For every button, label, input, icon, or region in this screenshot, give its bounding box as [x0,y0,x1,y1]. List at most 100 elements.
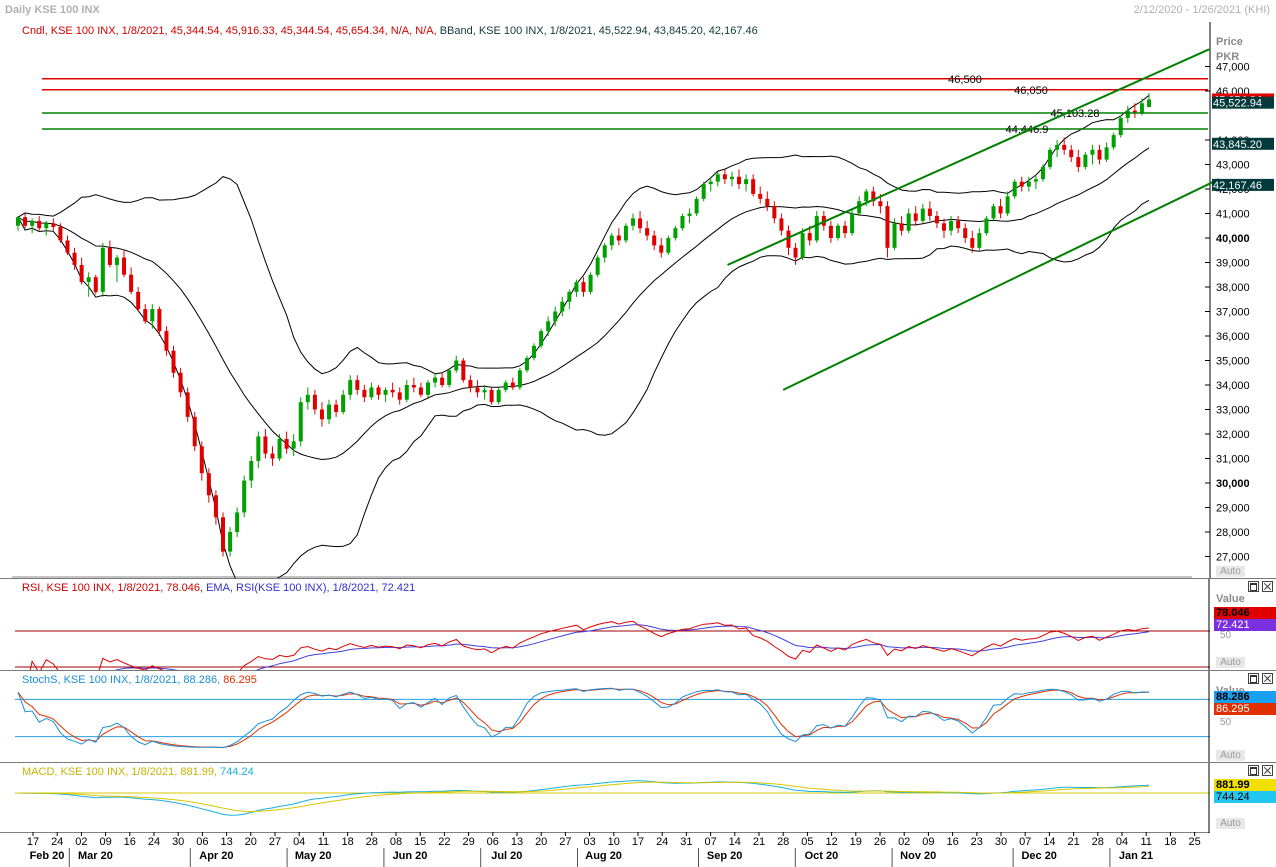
x-tick-label: 29 [462,836,474,848]
x-tick-label: 10 [608,836,620,848]
macd-close-button[interactable] [1262,765,1273,776]
rsi-auto-button[interactable]: Auto [1216,657,1245,668]
x-tick-label: 09 [922,836,934,848]
x-month-label: Jul 20 [491,850,522,862]
candle [517,367,522,390]
x-tick-label: 03 [583,836,595,848]
candle [560,296,565,317]
x-tick-label: 21 [753,836,765,848]
candle [906,208,911,234]
candle [355,375,360,395]
x-tick-label: 09 [99,836,111,848]
stoch-auto-button[interactable]: Auto [1216,750,1245,761]
candle [581,277,586,297]
candle [383,387,388,403]
candle [694,196,699,216]
price-tick-label: 38,000 [1216,282,1250,294]
candle [277,434,282,461]
candle [1040,164,1045,182]
candle [687,208,692,224]
price-chart: 27,000 28,000 29,000 30,000 31,000 32,000 33,0… [12,22,1274,578]
macd-value-tag: 881.99 [1214,779,1276,791]
stoch-maximize-button[interactable] [1248,673,1259,684]
candle [524,355,529,373]
price-tick-label: 28,000 [1216,527,1250,539]
candle [461,358,466,383]
x-tick-label: 26 [874,836,886,848]
stoch-d-legend: 86.295 [223,674,257,686]
candle [150,304,155,329]
candle [885,201,890,258]
bband-lower-line [17,199,1150,578]
candle [659,238,664,258]
macd-legend: MACD, KSE 100 INX, 1/8/2021, 881.99, 744… [22,766,254,778]
candle [178,367,183,398]
rsi-value-tag: 78.046 [1214,607,1276,619]
x-tick-label: 21 [1067,836,1079,848]
candle [72,247,77,270]
rsi-tick-50: 50 [1220,630,1232,641]
candle [588,272,593,295]
x-tick-label: 28 [366,836,378,848]
price-auto-button[interactable]: Auto [1216,566,1245,577]
rsi-legend-text: RSI, KSE 100 INX, 1/8/2021, 78.046, [22,582,204,594]
x-tick-label: 14 [1043,836,1055,848]
candle [51,218,56,231]
stoch-k-legend: StochS, KSE 100 INX, 1/8/2021, 88.286, [22,674,221,686]
candle [871,186,876,207]
rsi-legend: RSI, KSE 100 INX, 1/8/2021, 78.046, EMA,… [22,582,415,594]
svg-text:42,167.46: 42,167.46 [1213,180,1262,192]
candle [546,316,551,336]
candle [249,456,254,488]
macd-signal-value-tag: 744.24 [1214,791,1276,803]
x-tick-label: 22 [438,836,450,848]
rsi-close-button[interactable] [1262,581,1273,592]
macd-maximize-button[interactable] [1248,765,1259,776]
rsi-ema-legend-text: EMA, RSI(KSE 100 INX), 1/8/2021, 72.421 [206,582,416,594]
candle [666,235,671,256]
candle [433,372,438,388]
x-tick-label: 25 [1188,836,1200,848]
x-tick-label: 20 [245,836,257,848]
macd-legend-text: MACD, KSE 100 INX, 1/8/2021, 881.99, [22,766,218,778]
price-value-tag: 42,167.46 [1212,178,1274,192]
x-tick-label: 27 [559,836,571,848]
title-bar: Daily KSE 100 INX 2/12/2020 - 1/26/2021 … [0,0,1276,22]
candle [609,233,614,251]
candle [1069,144,1074,163]
x-month-label: Dec 20 [1021,850,1056,862]
stoch-close-button[interactable] [1262,673,1273,684]
price-tick-label: 36,000 [1216,331,1250,343]
candle [843,220,848,238]
rsi-maximize-button[interactable] [1248,581,1259,592]
candle [312,389,317,415]
price-value-tag: 43,845.20 [1212,137,1274,151]
candle [30,218,35,234]
bband-upper-line [17,94,1150,375]
x-tick-label: 23 [971,836,983,848]
candle [1055,140,1060,158]
candle [970,230,975,253]
candle [1048,147,1053,170]
level-label: 46,500 [948,74,982,86]
x-tick-label: 06 [487,836,499,848]
candle [65,235,70,256]
macd-signal-legend: 744.24 [220,766,254,778]
candle [1125,105,1130,123]
candle [673,225,678,241]
macd-auto-button[interactable]: Auto [1216,818,1245,829]
x-tick-label: 04 [293,836,305,848]
x-tick-label: 19 [850,836,862,848]
candle [16,215,20,231]
candle [425,380,430,398]
candle [1076,149,1081,172]
chart-title: Daily KSE 100 INX [5,4,100,16]
stoch-tick-50: 50 [1220,717,1232,728]
candle [765,191,770,212]
candle [411,377,416,393]
x-tick-label: 31 [680,836,692,848]
candle [235,507,240,537]
candle [1005,191,1010,216]
candle [680,213,685,231]
candle [100,242,105,297]
